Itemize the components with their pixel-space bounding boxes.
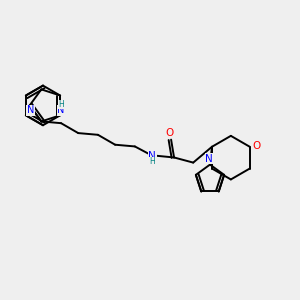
Text: N: N <box>58 105 65 116</box>
Text: N: N <box>205 154 213 164</box>
Text: H: H <box>58 100 64 109</box>
Text: N: N <box>27 105 34 116</box>
Text: O: O <box>165 128 173 138</box>
Text: N: N <box>148 151 156 161</box>
Text: O: O <box>253 141 261 151</box>
Text: H: H <box>149 157 155 166</box>
